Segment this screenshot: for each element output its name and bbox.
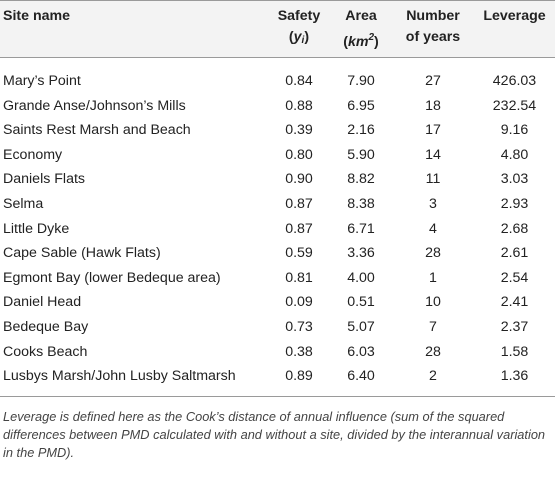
cell-number-of-years: 2 [392,364,474,397]
cell-area: 6.95 [347,97,375,114]
cell-area: 7.90 [347,73,375,89]
cell-safety: 0.90 [285,171,313,188]
cell-safety: 0.38 [285,343,313,360]
cell-safety: 0.87 [285,220,313,237]
cell-leverage: 232.54 [492,97,537,114]
cell-leverage: 4.80 [500,146,529,163]
cell-number-of-years: 18 [425,97,441,114]
cell-site-name: Mary’s Point [3,73,81,89]
table-row: Egmont Bay (lower Bedeque area) 0.81 4.00 1… [0,266,555,291]
cell-site-name: Daniel Head [3,294,82,311]
cell-safety: 0.59 [285,245,313,262]
header-safety: Safety (yi) [268,0,330,58]
cell-safety: 0.39 [285,122,313,139]
cell-leverage: 1.58 [500,343,529,360]
cell-number-of-years: 1 [429,269,437,286]
cell-safety: 0.09 [285,294,313,311]
cell-leverage: 1.36 [474,364,555,397]
cell-area: 8.82 [347,171,375,188]
cell-number-of-years: 7 [429,318,437,335]
cell-site-name: Cape Sable (Hawk Flats) [3,245,161,262]
cell-site-name: Daniels Flats [3,171,86,188]
header-site-name: Site name [0,0,268,58]
table-header-row: Site name Safety (yi) Area (km2) Number … [0,0,555,58]
cell-safety: 0.84 [285,73,313,89]
table-row: Lusbys Marsh/John Lusby Saltmarsh 0.89 6.4… [0,364,555,397]
table-row: Daniel Head 0.09 0.51 10 2.41 [0,290,555,315]
cell-safety: 0.87 [285,195,313,212]
table-row: Little Dyke 0.87 6.71 4 2.68 [0,217,555,242]
cell-leverage: 2.37 [500,318,529,335]
cell-leverage: 2.54 [500,269,529,286]
cell-area: 5.07 [347,318,375,335]
table-row: Bedeque Bay 0.73 5.07 7 2.37 [0,315,555,340]
cell-site-name: Saints Rest Marsh and Beach [3,122,191,139]
cell-number-of-years: 17 [425,122,441,139]
cell-safety: 0.73 [285,318,313,335]
cell-number-of-years: 10 [425,294,441,311]
header-area: Area (km2) [330,0,392,58]
cell-leverage: 2.61 [500,245,529,262]
cell-leverage: 2.68 [500,220,529,237]
cell-number-of-years: 27 [425,73,441,89]
table-row: Grande Anse/Johnson’s Mills 0.88 6.95 18 232… [0,94,555,119]
table-row: Mary’s Point 0.84 7.90 27 426.03 [0,58,555,94]
table-row: Economy 0.80 5.90 14 4.80 [0,143,555,168]
site-leverage-table: Site name Safety (yi) Area (km2) Number … [0,0,555,397]
cell-number-of-years: 28 [425,245,441,262]
table-row: Selma 0.87 8.38 3 2.93 [0,192,555,217]
cell-leverage: 2.93 [500,195,529,212]
header-leverage: Leverage [474,0,555,58]
cell-number-of-years: 14 [425,146,441,163]
table-footnote: Leverage is defined here as the Cook’s d… [3,408,546,460]
table-row: Saints Rest Marsh and Beach 0.39 2.16 17 9.1… [0,118,555,143]
cell-area: 4.00 [347,269,375,286]
cell-area: 6.40 [330,364,392,397]
cell-number-of-years: 4 [429,220,437,237]
cell-site-name: Selma [3,195,44,212]
cell-area: 0.51 [347,294,375,311]
cell-site-name: Lusbys Marsh/John Lusby Saltmarsh [0,364,268,397]
cell-leverage: 3.03 [500,171,529,188]
cell-site-name: Grande Anse/Johnson’s Mills [3,97,186,114]
cell-area: 6.03 [347,343,375,360]
cell-site-name: Bedeque Bay [3,318,89,335]
cell-area: 6.71 [347,220,375,237]
data-table-container: Site name Safety (yi) Area (km2) Number … [0,0,555,460]
cell-area: 8.38 [347,195,375,212]
cell-site-name: Cooks Beach [3,343,88,360]
table-row: Daniels Flats 0.90 8.82 11 3.03 [0,167,555,192]
cell-leverage: 9.16 [500,122,529,139]
cell-safety: 0.80 [285,146,313,163]
cell-number-of-years: 11 [425,171,441,188]
cell-area: 3.36 [347,245,375,262]
cell-leverage: 2.41 [500,294,529,311]
cell-number-of-years: 28 [425,343,441,360]
table-body: Mary’s Point 0.84 7.90 27 426.03 Grande Anse/… [0,58,555,397]
header-number-of-years: Number of years [392,0,474,58]
cell-safety: 0.89 [268,364,330,397]
cell-safety: 0.81 [285,269,313,286]
cell-leverage: 426.03 [492,73,537,89]
cell-site-name: Economy [3,146,63,163]
cell-area: 2.16 [347,122,375,139]
cell-site-name: Little Dyke [3,220,70,237]
cell-number-of-years: 3 [429,195,437,212]
table-row: Cooks Beach 0.38 6.03 28 1.58 [0,340,555,365]
cell-area: 5.90 [347,146,375,163]
cell-site-name: Egmont Bay (lower Bedeque area) [3,269,221,286]
cell-safety: 0.88 [285,97,313,114]
table-row: Cape Sable (Hawk Flats) 0.59 3.36 28 2.61 [0,241,555,266]
